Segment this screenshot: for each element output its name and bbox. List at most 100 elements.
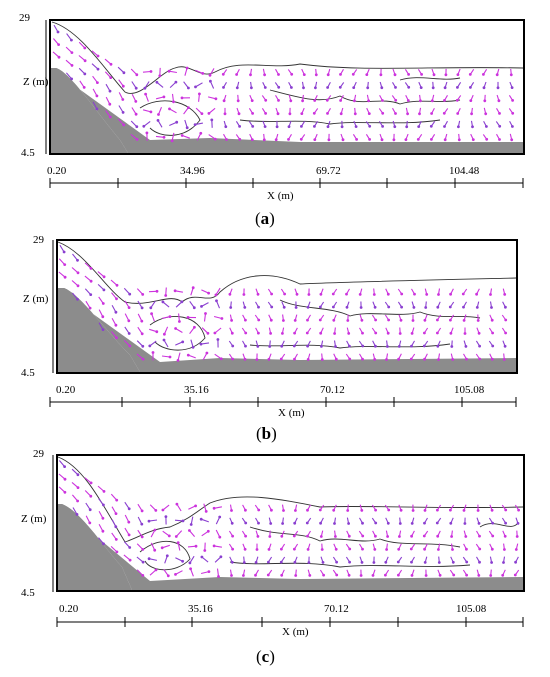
- velocity-vector-head: [424, 574, 428, 577]
- velocity-vector-head: [423, 318, 427, 322]
- velocity-vector-head: [251, 112, 255, 115]
- velocity-vector-head: [212, 544, 216, 548]
- velocity-vector-head: [290, 86, 293, 89]
- velocity-vector-head: [205, 351, 209, 355]
- velocity-vector-head: [89, 293, 93, 296]
- panel-b-x-axis-ticks: [49, 397, 517, 407]
- panel-b-caption: (b): [256, 424, 277, 443]
- velocity-vector-head: [339, 112, 343, 116]
- velocity-vector-head: [313, 99, 317, 102]
- velocity-vector-head: [456, 86, 459, 89]
- velocity-vector-head: [410, 574, 414, 577]
- velocity-vector-head: [88, 508, 92, 512]
- velocity-vector-head: [498, 124, 502, 128]
- panel-a-frame: [49, 19, 525, 155]
- velocity-vector-head: [462, 305, 465, 309]
- velocity-vector-head: [371, 574, 375, 577]
- velocity-vector-head: [198, 92, 201, 96]
- velocity-vector-head: [216, 338, 220, 341]
- velocity-vector-head: [188, 529, 191, 532]
- velocity-vector-head: [96, 67, 100, 71]
- velocity-vector-head: [394, 98, 398, 102]
- velocity-vector-head: [231, 534, 235, 538]
- velocity-vector-head: [502, 561, 505, 564]
- velocity-vector-head: [327, 138, 331, 142]
- velocity-vector-head: [394, 112, 397, 115]
- velocity-vector-head: [267, 560, 270, 564]
- velocity-vector-head: [469, 99, 473, 102]
- velocity-vector-head: [127, 332, 131, 335]
- velocity-vector-head: [436, 331, 439, 335]
- velocity-vector-head: [436, 534, 440, 538]
- velocity-vector-head: [353, 99, 356, 103]
- velocity-vector-head: [332, 305, 335, 309]
- velocity-vector-head: [306, 305, 310, 309]
- velocity-vector-head: [255, 358, 259, 361]
- panel-c-z-label: Z (m): [21, 513, 47, 525]
- velocity-vector-head: [140, 522, 144, 526]
- velocity-vector-head: [452, 573, 456, 577]
- velocity-vector-head: [384, 560, 388, 564]
- velocity-vector-head: [70, 77, 73, 81]
- velocity-vector-head: [57, 55, 61, 59]
- velocity-vector-head: [213, 331, 217, 335]
- velocity-vector-head: [475, 292, 478, 296]
- velocity-vector-head: [489, 293, 492, 296]
- velocity-vector-head: [293, 547, 296, 551]
- velocity-vector-head: [256, 535, 260, 538]
- velocity-vector-head: [140, 306, 144, 310]
- velocity-vector-head: [334, 345, 337, 348]
- velocity-vector-head: [218, 515, 222, 519]
- velocity-vector-head: [95, 94, 99, 98]
- velocity-vector-head: [455, 98, 459, 102]
- velocity-vector-head: [149, 70, 153, 73]
- velocity-vector-head: [155, 80, 159, 84]
- velocity-vector-head: [128, 558, 132, 562]
- velocity-vector-head: [326, 112, 329, 115]
- velocity-vector-head: [359, 574, 363, 577]
- velocity-vector-head: [89, 267, 93, 270]
- velocity-vector-head: [341, 138, 345, 142]
- velocity-vector-head: [478, 560, 481, 564]
- velocity-vector-head: [108, 89, 112, 93]
- panel-a-x-tick-3: 104.48: [449, 165, 480, 177]
- velocity-vector-head: [367, 112, 371, 115]
- velocity-vector-head: [175, 120, 179, 124]
- velocity-vector-head: [442, 111, 446, 115]
- velocity-vector-head: [300, 112, 304, 115]
- velocity-vector-head: [372, 561, 376, 564]
- velocity-vector-head: [346, 509, 350, 512]
- velocity-vector-head: [269, 332, 272, 335]
- velocity-vector-head: [102, 288, 106, 292]
- velocity-vector-head: [435, 521, 439, 525]
- velocity-vector-head: [384, 573, 387, 577]
- velocity-vector-head: [411, 319, 415, 322]
- velocity-vector-head: [464, 345, 468, 348]
- velocity-vector-head: [456, 112, 460, 115]
- velocity-vector-head: [292, 344, 296, 348]
- velocity-vector-head: [320, 358, 324, 361]
- velocity-vector-head: [413, 292, 416, 296]
- velocity-vector-head: [237, 112, 241, 116]
- velocity-vector-head: [206, 529, 210, 533]
- velocity-vector-head: [397, 357, 400, 361]
- velocity-vector-head: [275, 125, 279, 129]
- velocity-vector-head: [63, 465, 66, 468]
- panel-c-x-axis-ticks: [56, 617, 524, 627]
- velocity-vector-head: [76, 271, 80, 275]
- velocity-vector-head: [319, 535, 323, 538]
- velocity-vector-head: [141, 357, 145, 361]
- velocity-vector-head: [127, 533, 131, 537]
- velocity-vector-head: [294, 574, 298, 577]
- velocity-vector-head: [140, 509, 144, 513]
- velocity-vector-head: [154, 568, 158, 572]
- velocity-vector-head: [147, 519, 151, 523]
- panel-c-terrain: [57, 504, 523, 590]
- velocity-vector-head: [513, 573, 517, 577]
- velocity-vector-head: [249, 73, 252, 77]
- velocity-vector-head: [397, 345, 401, 348]
- velocity-vector-head: [140, 535, 144, 539]
- velocity-vector-head: [333, 522, 336, 525]
- velocity-vector-head: [398, 535, 401, 538]
- velocity-vector-head: [305, 331, 309, 335]
